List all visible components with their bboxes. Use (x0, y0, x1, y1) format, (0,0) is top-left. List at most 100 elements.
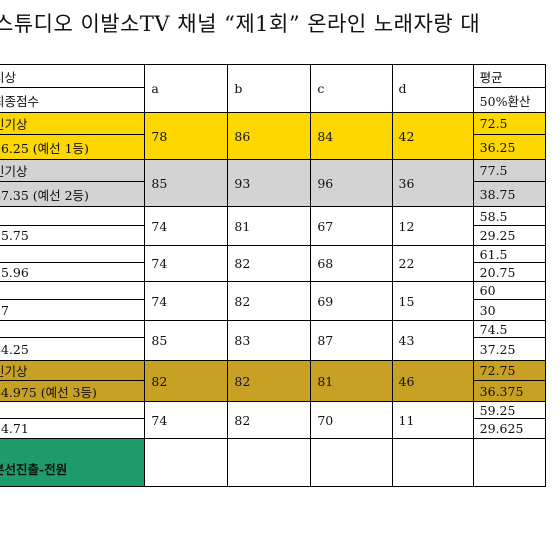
header-award: 시상 (0, 64, 146, 88)
judge-b-score: 81 (227, 206, 312, 246)
score-row-second-line: 37 30 (0, 299, 547, 321)
score-row-second-line: 25.96 20.75 (0, 262, 547, 282)
final-score-cell: 44.25 (0, 337, 146, 361)
qualifier-label: 본선진출-전원 (0, 438, 146, 487)
judge-d-score: 42 (391, 112, 474, 160)
half-score-cell: 37.25 (472, 337, 547, 361)
empty-cell (391, 438, 474, 487)
average-cell: 74.5 (472, 320, 547, 338)
average-cell: 72.5 (472, 112, 547, 135)
half-score-cell: 36.25 (472, 134, 547, 160)
judge-c-score: 68 (310, 245, 393, 282)
final-score-cell: 44.975 (예선 3등) (0, 380, 146, 402)
judge-b-score: 82 (227, 281, 312, 321)
header-judge-b: b (227, 64, 312, 113)
average-cell: 72.75 (472, 360, 547, 381)
award-cell: 인기상 (0, 159, 146, 182)
award-cell (0, 281, 146, 300)
empty-cell (472, 438, 547, 487)
header-judge-c: c (310, 64, 393, 113)
half-score-cell: 29.625 (472, 418, 547, 439)
score-row-second-line: 35.75 29.25 (0, 225, 547, 246)
judge-b-score: 82 (227, 360, 312, 402)
judge-c-score: 81 (310, 360, 393, 402)
header-average: 평균 (472, 64, 547, 88)
judge-a-score: 74 (144, 401, 229, 439)
judge-c-score: 69 (310, 281, 393, 321)
judge-a-score: 78 (144, 112, 229, 160)
judge-d-score: 11 (391, 401, 474, 439)
header-judge-d: d (391, 64, 474, 113)
score-table: 시상 a b c d 평균 최종점수 50%환산 인기상7886844272.5… (0, 64, 547, 487)
judge-b-score: 82 (227, 401, 312, 439)
footer-row: 본선진출-전원 (0, 438, 547, 487)
document-title: 스튜디오 이발소TV 채널 “제1회” 온라인 노래자랑 대 (0, 8, 560, 38)
judge-c-score: 70 (310, 401, 393, 439)
judge-c-score: 84 (310, 112, 393, 160)
empty-cell (144, 438, 229, 487)
header-row-2: 최종점수 50%환산 (0, 87, 547, 113)
average-cell: 77.5 (472, 159, 547, 182)
score-row-second-line: 34.71 29.625 (0, 418, 547, 439)
score-row: 74 82 68 22 61.5 (0, 245, 547, 282)
score-row: 74 81 67 12 58.5 (0, 206, 547, 246)
final-score-cell: 34.71 (0, 418, 146, 439)
award-cell: 인기상 (0, 360, 146, 381)
final-score-cell: 25.96 (0, 262, 146, 282)
judge-d-score: 12 (391, 206, 474, 246)
average-cell: 60 (472, 281, 547, 300)
score-row-second-line: 47.35 (예선 2등) 38.75 (0, 181, 547, 207)
judge-d-score: 46 (391, 360, 474, 402)
judge-b-score: 86 (227, 112, 312, 160)
judge-d-score: 43 (391, 320, 474, 361)
judge-a-score: 74 (144, 245, 229, 282)
award-cell (0, 320, 146, 338)
judge-d-score: 36 (391, 159, 474, 207)
average-cell: 61.5 (472, 245, 547, 263)
header-row-1: 시상 a b c d 평균 (0, 64, 547, 113)
award-cell: 인기상 (0, 112, 146, 135)
judge-d-score: 15 (391, 281, 474, 321)
judge-a-score: 82 (144, 360, 229, 402)
award-cell (0, 245, 146, 263)
judge-a-score: 74 (144, 206, 229, 246)
score-row-second-line: 44.25 37.25 (0, 337, 547, 361)
score-row: 인기상8593963677.5 (0, 159, 547, 207)
header-judge-a: a (144, 64, 229, 113)
judge-a-score: 74 (144, 281, 229, 321)
half-score-cell: 30 (472, 299, 547, 321)
award-cell (0, 401, 146, 419)
header-half-converted: 50%환산 (472, 87, 547, 113)
final-score-cell: 86.25 (예선 1등) (0, 134, 146, 160)
score-row-second-line: 86.25 (예선 1등) 36.25 (0, 134, 547, 160)
half-score-cell: 29.25 (472, 225, 547, 246)
average-cell: 59.25 (472, 401, 547, 419)
award-cell (0, 206, 146, 226)
score-row: 74 82 70 11 59.25 (0, 401, 547, 439)
empty-cell (227, 438, 312, 487)
final-score-cell: 37 (0, 299, 146, 321)
score-row: 74 82 69 15 60 (0, 281, 547, 321)
judge-d-score: 22 (391, 245, 474, 282)
final-score-cell: 35.75 (0, 225, 146, 246)
judge-b-score: 93 (227, 159, 312, 207)
judge-c-score: 96 (310, 159, 393, 207)
judge-c-score: 87 (310, 320, 393, 361)
header-final-score: 최종점수 (0, 87, 146, 113)
judge-a-score: 85 (144, 159, 229, 207)
empty-cell (310, 438, 393, 487)
title-text: 스튜디오 이발소TV 채널 “제1회” 온라인 노래자랑 대 (0, 12, 481, 36)
judge-b-score: 82 (227, 245, 312, 282)
score-row-second-line: 44.975 (예선 3등) 36.375 (0, 380, 547, 402)
score-row: 인기상8282814672.75 (0, 360, 547, 402)
judge-c-score: 67 (310, 206, 393, 246)
half-score-cell: 36.375 (472, 380, 547, 402)
score-row: 인기상7886844272.5 (0, 112, 547, 160)
half-score-cell: 20.75 (472, 262, 547, 282)
half-score-cell: 38.75 (472, 181, 547, 207)
score-row: 85 83 87 43 74.5 (0, 320, 547, 361)
judge-a-score: 85 (144, 320, 229, 361)
average-cell: 58.5 (472, 206, 547, 226)
judge-b-score: 83 (227, 320, 312, 361)
final-score-cell: 47.35 (예선 2등) (0, 181, 146, 207)
